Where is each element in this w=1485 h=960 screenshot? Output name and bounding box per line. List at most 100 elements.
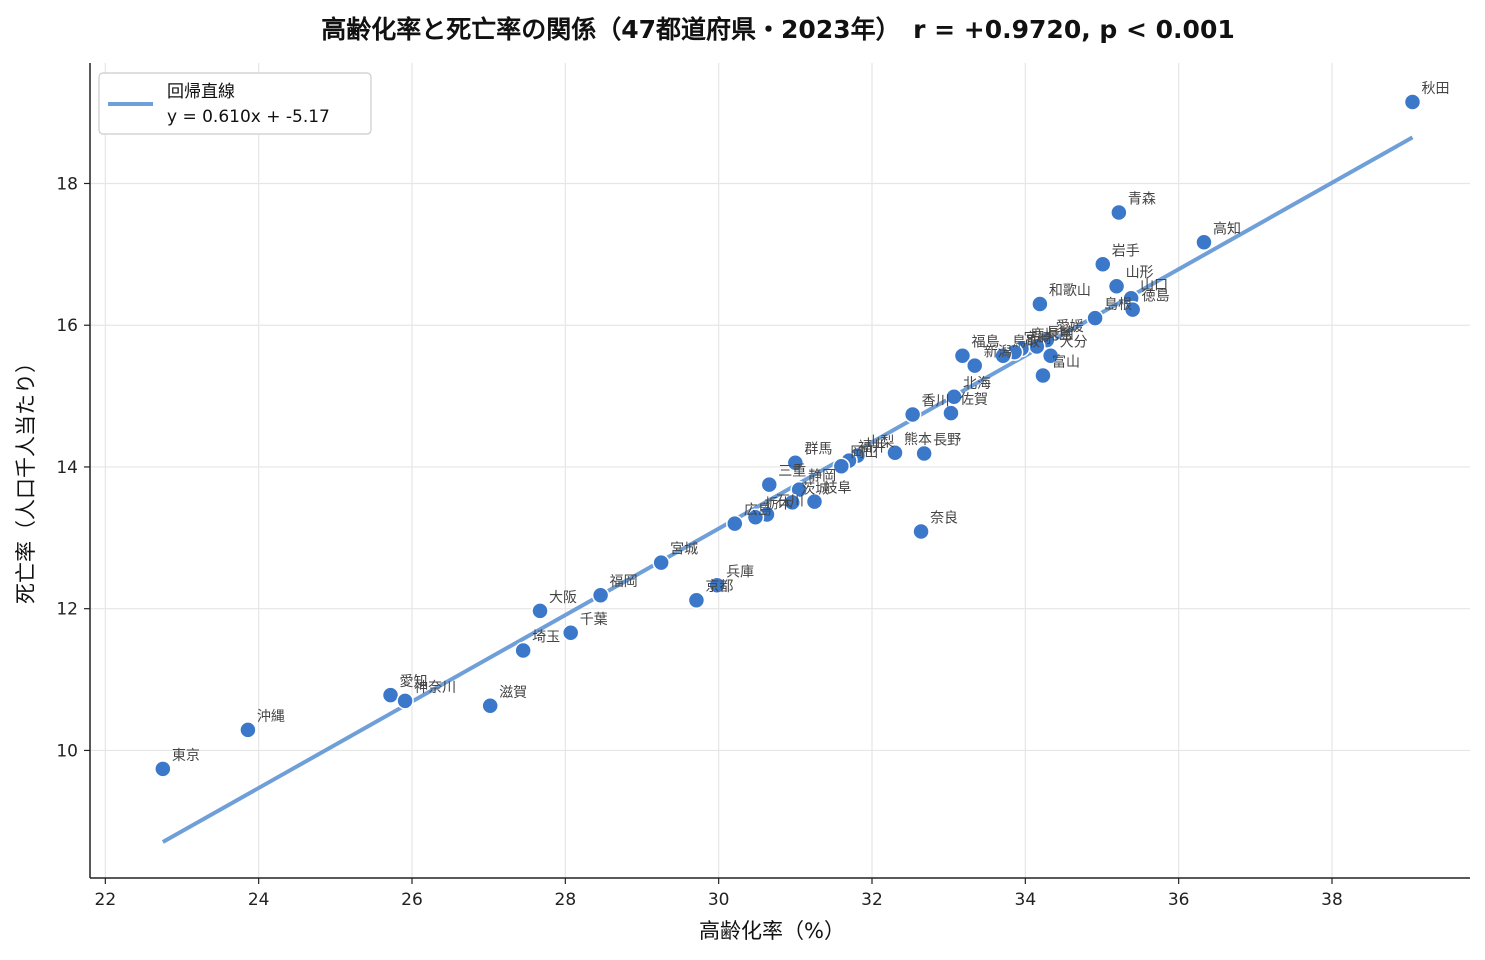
point-label: 鳥取: [1012, 335, 1040, 351]
point-label: 青森: [1128, 192, 1156, 208]
x-axis-label: 高齢化率（%）: [699, 919, 845, 943]
x-tick-label: 34: [1015, 890, 1037, 910]
data-point: [154, 760, 172, 778]
data-point: [1123, 300, 1142, 319]
data-point: [886, 444, 904, 462]
point-label: 兵庫: [726, 563, 754, 580]
data-point: [1403, 93, 1422, 111]
point-label: 福岡: [610, 574, 638, 590]
point-label: 富山: [1052, 354, 1080, 371]
data-point: [945, 388, 963, 406]
y-axis-ticks: 10 12 14 16 18: [56, 174, 90, 761]
point-label: 山口: [1140, 277, 1168, 293]
point-label: 長崎: [1046, 325, 1074, 341]
point-label: 北海: [963, 376, 991, 392]
data-point: [1034, 366, 1052, 385]
x-tick-label: 30: [708, 890, 730, 910]
point-label: 福島: [971, 335, 999, 351]
data-point: [1086, 309, 1104, 327]
y-tick-label: 12: [56, 600, 78, 620]
data-point: [953, 346, 972, 365]
data-point: [1094, 255, 1112, 274]
point-label: 栃木: [764, 496, 792, 512]
point-label: 滋賀: [499, 685, 527, 701]
y-tick-label: 16: [56, 316, 78, 336]
point-label: 石川: [776, 493, 804, 509]
point-label: 島根: [1104, 297, 1132, 313]
y-tick-label: 10: [56, 741, 78, 761]
chart-title: 高齢化率と死亡率の関係（47都道府県・2023年） r = +0.9720, p…: [321, 15, 1235, 44]
data-point: [786, 453, 805, 472]
legend-series-name: 回帰直線: [167, 82, 235, 102]
y-tick-label: 18: [56, 174, 78, 194]
point-label: 高知: [1213, 220, 1241, 237]
point-label: 鹿児島: [1031, 327, 1073, 344]
data-point: [652, 553, 670, 572]
data-points: [154, 93, 1422, 778]
data-point: [687, 591, 706, 609]
x-tick-label: 22: [95, 890, 117, 910]
point-label: 埼玉: [532, 630, 560, 646]
point-label: 三重: [778, 464, 806, 480]
point-label: 沖縄: [257, 709, 285, 725]
point-label: 香川: [922, 394, 950, 410]
data-point: [591, 586, 610, 604]
data-point: [783, 493, 802, 512]
data-point: [396, 692, 414, 710]
data-point: [994, 346, 1012, 365]
data-point: [805, 492, 824, 511]
point-label: 山形: [1126, 265, 1154, 281]
point-label: 群馬: [804, 442, 832, 458]
data-point: [760, 475, 779, 494]
point-label: 大分: [1060, 335, 1088, 351]
point-label: 佐賀: [960, 392, 988, 408]
point-label: 岐阜: [824, 480, 852, 497]
point-label: 長野: [933, 432, 961, 448]
data-point: [561, 624, 580, 642]
point-label: 山梨: [866, 435, 894, 451]
data-point: [1107, 277, 1126, 295]
x-tick-label: 32: [861, 890, 883, 910]
data-point: [531, 602, 549, 620]
x-tick-label: 36: [1168, 890, 1190, 910]
legend: 回帰直線 y = 0.610x + -5.17: [98, 72, 372, 135]
data-point: [239, 721, 257, 739]
point-label: 京都: [705, 579, 733, 595]
grid: [90, 63, 1470, 878]
data-point: [915, 444, 933, 463]
x-tick-label: 24: [248, 890, 270, 910]
x-tick-label: 38: [1321, 890, 1343, 910]
point-label: 新潟: [984, 345, 1012, 361]
regression-line: [161, 135, 1414, 844]
data-point: [942, 404, 960, 422]
data-point: [746, 508, 765, 527]
point-label: 徳島: [1142, 289, 1170, 305]
data-point: [912, 522, 930, 541]
point-label: 千葉: [580, 612, 608, 628]
data-point: [514, 641, 532, 660]
point-label: 宮崎: [1024, 331, 1052, 347]
x-tick-label: 26: [401, 890, 423, 910]
data-point: [903, 405, 922, 424]
y-tick-label: 14: [56, 458, 78, 478]
point-label: 広島: [744, 503, 772, 519]
data-point: [832, 457, 851, 475]
legend-equation: y = 0.610x + -5.17: [167, 107, 330, 127]
x-tick-label: 28: [555, 890, 577, 910]
x-axis-ticks: 22 24 26 28 30 32 34 36 38: [95, 878, 1343, 910]
axes: [89, 63, 1470, 879]
point-label: 熊本: [904, 432, 932, 448]
data-point: [726, 514, 744, 533]
point-label: 愛知: [400, 673, 428, 690]
data-point: [1195, 233, 1213, 252]
data-point: [1031, 295, 1049, 313]
legend-box: [98, 72, 372, 135]
data-point: [965, 356, 984, 375]
point-label: 岡山: [850, 445, 878, 461]
point-label: 東京: [172, 748, 200, 764]
point-label: 静岡: [808, 469, 836, 485]
point-label: 秋田: [1422, 81, 1450, 97]
data-point: [481, 697, 499, 715]
